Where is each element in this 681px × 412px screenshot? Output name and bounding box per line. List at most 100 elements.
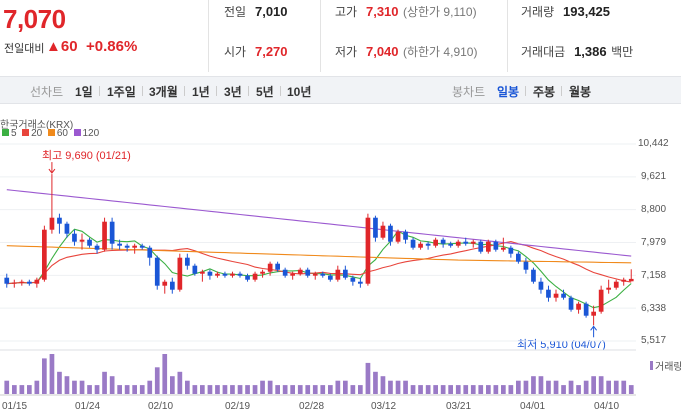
x-tick: 03/21 [446,401,472,412]
period-1y[interactable]: 1년 [192,85,210,99]
y-tick: 7,158 [641,270,667,281]
volume-bar [109,376,115,394]
candle-body [433,239,438,246]
candle-body [177,257,183,290]
candle-body [516,253,521,262]
candle-body [493,241,499,250]
candle-body [12,282,17,284]
volume-bar [154,367,160,394]
candle-body [470,241,476,244]
volume-bar [538,376,544,394]
period-5y[interactable]: 5년 [256,85,274,99]
candle-body [102,221,107,250]
ma-60-line [6,245,632,264]
volume-bar [57,371,62,394]
volume-bar [79,380,85,394]
period-1w[interactable]: 1주일 [107,85,136,99]
divider [320,0,321,72]
candle-body [79,239,85,242]
divider [507,0,508,72]
period-weekly[interactable]: 주봉 [533,85,556,99]
volume-bar [380,376,386,394]
volume-bar [440,385,446,394]
candle-body [365,217,371,284]
volume-bar [478,385,484,394]
candlestick-chart[interactable] [0,136,636,398]
volume-bar [200,385,205,394]
period-monthly[interactable]: 월봉 [569,85,592,99]
candle-body [440,239,446,244]
volume-bar [523,380,529,394]
volume-bar [267,380,273,394]
prev-close: 전일 7,010 [224,4,288,19]
period-daily[interactable]: 일봉 [497,85,520,99]
ma-5-legend: 5 [2,128,17,139]
candle-body [237,273,243,276]
data-source: 한국거래소(KRX) [0,120,74,131]
volume-bar [305,385,311,394]
volume-bar [486,385,491,394]
x-tick: 04/01 [520,401,546,412]
candle-body [523,261,529,270]
candle-body [403,231,408,240]
volume-bar [463,385,469,394]
candle-body [538,281,544,290]
candle-body [215,273,220,276]
candle-body [139,245,145,248]
volume-bar [34,380,40,394]
volume-bar [132,385,137,394]
candle-body [132,245,137,248]
volume-bar [94,385,100,394]
candle-body [425,243,431,246]
volume-bar [19,385,25,394]
volume-bar [147,380,153,394]
candle-body [297,269,303,274]
candle-body [275,263,280,270]
candle-body [576,303,581,310]
volume-bar [598,376,604,394]
period-1d[interactable]: 1일 [75,85,93,99]
ma-60-legend: 60 [47,128,68,139]
volume-bar [117,385,122,394]
candle-body [598,289,604,312]
volume-bar [260,380,265,394]
volume-bar [433,385,438,394]
line-chart-label: 선차트 [30,85,64,99]
current-price: 7,070 [3,4,66,34]
candle-body [628,278,634,282]
period-3y[interactable]: 3년 [224,85,242,99]
period-10y[interactable]: 10년 [287,85,312,99]
candle-body [320,273,326,276]
ma-120-legend: 120 [73,128,99,139]
volume-bar [358,385,363,394]
x-tick: 03/12 [371,401,397,412]
volume-bar [139,385,145,394]
volume-legend: 거래량 [650,358,681,373]
candle-body [4,277,10,284]
ma-120-line [6,189,632,257]
candle-body [222,273,228,276]
period-3m[interactable]: 3개월 [149,85,178,99]
volume-bar [49,354,55,394]
volume-bar [230,385,235,394]
candle-body [49,217,55,230]
low-arrow-icon [590,325,598,331]
candle-body [207,271,213,276]
volume-bar [312,385,318,394]
volume-bar [531,376,536,394]
volume-bar [373,371,378,394]
volume-bar [418,385,423,394]
volume-bar [170,376,175,394]
change-percent: +0.86% [86,38,138,55]
volume-bar [493,385,499,394]
candle-body [34,279,40,284]
candle-body [621,279,627,282]
volume-bar [237,385,243,394]
x-tick: 01/15 [2,401,28,412]
volume-bar [365,362,371,394]
volume-bar [297,385,303,394]
volume-bar [470,385,476,394]
candle-body [57,217,62,224]
candle-body [568,297,574,310]
candle-body [245,275,250,280]
